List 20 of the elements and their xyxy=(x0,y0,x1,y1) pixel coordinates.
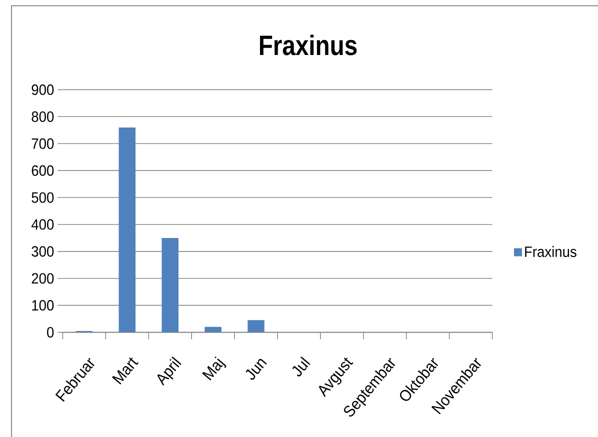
y-tick-label: 100 xyxy=(32,300,54,311)
y-tick-label: 700 xyxy=(32,138,54,149)
y-tick-label: 500 xyxy=(32,192,54,203)
bar xyxy=(204,326,222,332)
x-tick-label: Jul xyxy=(292,356,310,376)
chart-title: Fraxinus xyxy=(260,34,357,56)
bar xyxy=(248,320,264,332)
x-tick-label: Jun xyxy=(246,358,267,380)
y-tick-label: 900 xyxy=(32,84,54,96)
y-tick-label: 600 xyxy=(32,165,54,176)
x-tick-label: Maj xyxy=(202,356,226,380)
bar xyxy=(118,127,136,332)
legend-label: Fraxinus xyxy=(525,246,576,258)
y-tick-label: 800 xyxy=(32,111,54,122)
y-tick-label: 200 xyxy=(32,273,54,284)
y-tick-label: 300 xyxy=(32,246,54,257)
x-tick-label: Mart xyxy=(112,357,138,384)
bar xyxy=(162,238,178,332)
y-tick-label: 400 xyxy=(31,219,54,230)
y-tick-label: 0 xyxy=(47,326,54,338)
